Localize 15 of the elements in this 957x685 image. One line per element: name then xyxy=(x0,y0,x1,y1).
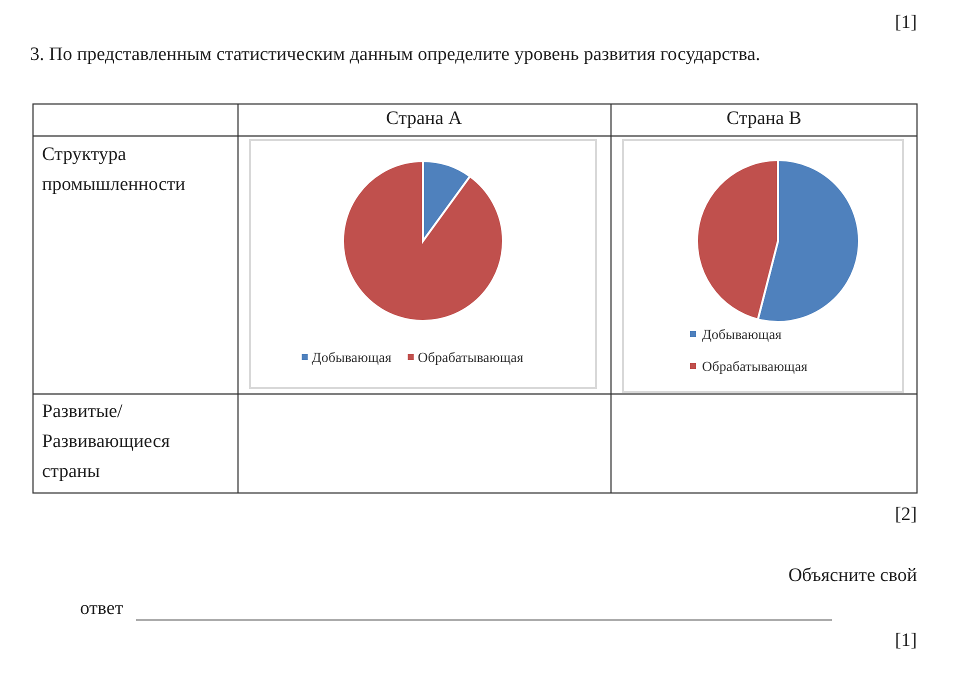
legend-label: Обрабатывающая xyxy=(418,351,524,366)
text: Структура промышленности xyxy=(42,143,186,197)
legend-label: Обрабатывающая xyxy=(702,360,808,375)
text: [1] xyxy=(894,629,917,653)
chart-title: Страна В xyxy=(726,107,802,131)
text: Развитые/ Развивающиеся страны xyxy=(42,400,171,484)
text: [2] xyxy=(894,503,917,527)
chart-title: Страна А xyxy=(385,107,463,131)
text: ответ xyxy=(80,597,124,621)
pie-slice xyxy=(342,160,504,322)
text: 3. По представленным статистическим данным определите уровень развития государства. xyxy=(30,43,762,67)
text: [1] xyxy=(894,11,917,35)
legend-label: Добывающая xyxy=(312,351,392,366)
legend-label: Добывающая xyxy=(702,328,782,343)
text: Объясните свой xyxy=(788,564,917,588)
